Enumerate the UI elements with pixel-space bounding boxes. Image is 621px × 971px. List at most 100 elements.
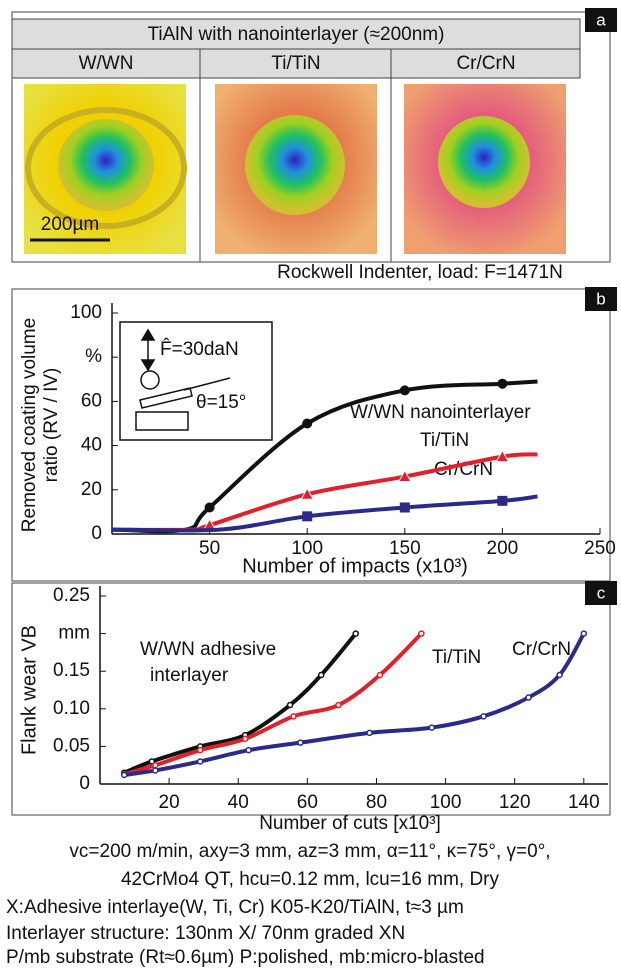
x-tick-label: 250 [584,538,616,559]
column-header: W/WN [79,53,134,74]
marker [297,739,304,746]
angle-line [183,377,231,391]
marker [241,735,249,743]
x-tick-label: 20 [159,792,180,813]
y-tick-label: 60 [81,390,102,411]
marker [428,724,436,731]
x-tick-label: 80 [366,792,387,813]
marker [317,671,325,679]
marker [497,495,508,506]
frame [11,582,611,816]
column-header: Ti/TiN [271,53,320,74]
footer-line: 42CrMo4 QT, hcu=0.12 mm, lcu=16 mm, Dry [121,869,500,890]
marker [418,630,425,637]
marker [480,713,487,720]
marker [148,758,156,765]
marker [302,511,313,522]
x-axis-title: Number of cuts [x10³] [259,813,441,834]
marker [366,729,373,737]
y-tick-label: 0.05 [53,735,90,756]
annotation: Ti/TiN [432,647,481,668]
line [123,632,423,777]
arrow-head [140,328,156,372]
marker [152,761,159,769]
marker [352,630,359,637]
annotation: Ti/TiN [420,430,469,451]
x-tick-label: 100 [430,792,462,813]
ball [140,370,160,390]
image [438,116,530,208]
y-axis-title: ratio (RV / IV) [41,368,62,483]
y-axis-title: Removed coating volume [19,318,40,532]
label-box [585,8,617,32]
sample [139,387,193,409]
y-tick-label: 0.25 [53,585,90,606]
y-tick-label: 40 [81,435,102,456]
frame [11,11,611,263]
x-tick-label: 120 [499,792,531,813]
marker [335,701,342,709]
y-tick-label: 0 [79,773,90,794]
column-row [11,48,581,79]
footer-line: Interlayer structure: 130nm X/ 70nm grad… [6,923,405,944]
caption: Rockwell Indenter, load: F=1471N [277,262,563,283]
column-header: Cr/CrN [456,53,515,74]
marker [120,771,128,779]
x-tick-label: 140 [568,792,600,813]
scale-label: 200µm [41,214,99,235]
marker [495,449,510,463]
marker [196,758,204,765]
table-title: TiAlN with nanointerlayer (≈200nm) [148,24,445,45]
panel-label: c [597,583,606,602]
line [111,494,538,533]
x-tick-label: 150 [389,538,421,559]
marker [399,385,410,396]
inset-text: F̂=30daN [160,338,239,360]
y-tick-label: 0.15 [53,660,90,681]
marker [580,630,588,637]
y-tick-label: 0.10 [53,698,90,719]
panel-a [11,11,611,263]
x-tick-label: 60 [297,792,318,813]
image [245,115,345,215]
annotation: Cr/CrN [434,459,493,480]
frame [11,288,611,582]
annotation: W/WN nanointerlayer [350,402,531,423]
label-box [585,287,617,311]
footer-line: vc=200 m/min, axy=3 mm, az=3 mm, α=11°, … [69,841,550,862]
annotation: W/WN adhesive [140,639,276,660]
inset-text: θ=15° [196,392,246,413]
x-tick-label: 50 [199,538,220,559]
panel-label: b [596,289,605,308]
image [25,107,187,229]
marker [196,746,204,754]
y-tick-label: 100 [70,302,102,323]
panel-label: a [596,10,606,29]
y-tick-label: 0 [91,523,102,544]
x-tick-label: 40 [228,792,249,813]
base [135,411,189,431]
annotation: interlayer [150,665,229,686]
x-tick-label: 100 [291,538,323,559]
marker [290,713,297,720]
marker [399,502,410,513]
marker [152,767,159,774]
label-box [585,581,617,605]
image [58,119,154,211]
marker [204,502,215,513]
inset-frame [119,321,273,441]
y-axis-title: Flank wear VB [18,625,40,755]
marker [300,487,315,500]
x-tick-label: 200 [487,538,519,559]
inset [119,321,273,441]
micrographs [24,84,566,254]
y-tick-label: % [85,346,102,367]
footer-line: X:Adhesive interlaye(W, Ti, Cr) K05-K20/… [6,897,464,918]
y-tick-label: 20 [81,479,102,500]
footer-line: P/mb substrate (Rt≈0.6µm) P:polished, mb… [6,947,485,968]
marker [556,671,563,679]
marker [525,694,532,701]
marker [376,671,384,679]
marker [497,378,508,389]
